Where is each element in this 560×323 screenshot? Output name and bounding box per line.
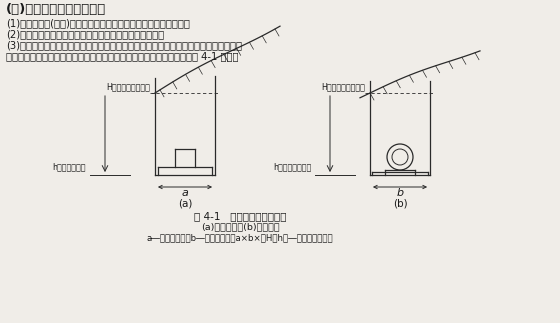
Text: (1)填方以压实(崆实)后的体积计算，挖方以自然密实度体积计算。: (1)填方以压实(崆实)后的体积计算，挖方以自然密实度体积计算。 bbox=[6, 18, 190, 28]
Text: H原地面线平均标高: H原地面线平均标高 bbox=[321, 82, 365, 91]
Text: (a)基坑挖方；(b)沟槽挖方: (a)基坑挖方；(b)沟槽挖方 bbox=[200, 222, 279, 231]
Text: (3)挖沟槽和基坑土石方清单工程量按设计图示尺寸以基础垫层底面积乘以挖土石深度计: (3)挖沟槽和基坑土石方清单工程量按设计图示尺寸以基础垫层底面积乘以挖土石深度计 bbox=[6, 40, 242, 50]
Text: b: b bbox=[396, 188, 404, 198]
Text: a―桥台垫层宽；b―桥台垫层长；a×b×（H－h）―管沟挖方工程量: a―桥台垫层宽；b―桥台垫层长；a×b×（H－h）―管沟挖方工程量 bbox=[147, 233, 333, 242]
Text: (一)土石方工程量计算说明: (一)土石方工程量计算说明 bbox=[6, 3, 106, 16]
Text: h沟槽底平均标高: h沟槽底平均标高 bbox=[273, 162, 311, 171]
Text: 图 4-1   挖沟槽和基坑土石方: 图 4-1 挖沟槽和基坑土石方 bbox=[194, 211, 286, 221]
Text: 算。其中挖土石深度为原地面平均标高至坑、槽底平均标高的深度，如图 4-1 所示。: 算。其中挖土石深度为原地面平均标高至坑、槽底平均标高的深度，如图 4-1 所示。 bbox=[6, 51, 239, 61]
Text: (2)挖一般土石方清单工程量按设计图示尺寸以体积计算。: (2)挖一般土石方清单工程量按设计图示尺寸以体积计算。 bbox=[6, 29, 164, 39]
Text: (b): (b) bbox=[393, 199, 407, 209]
Text: h坑底平均标高: h坑底平均标高 bbox=[53, 162, 86, 171]
Text: H原地面线平均标高: H原地面线平均标高 bbox=[106, 82, 150, 91]
Text: (a): (a) bbox=[178, 199, 192, 209]
Text: a: a bbox=[181, 188, 188, 198]
